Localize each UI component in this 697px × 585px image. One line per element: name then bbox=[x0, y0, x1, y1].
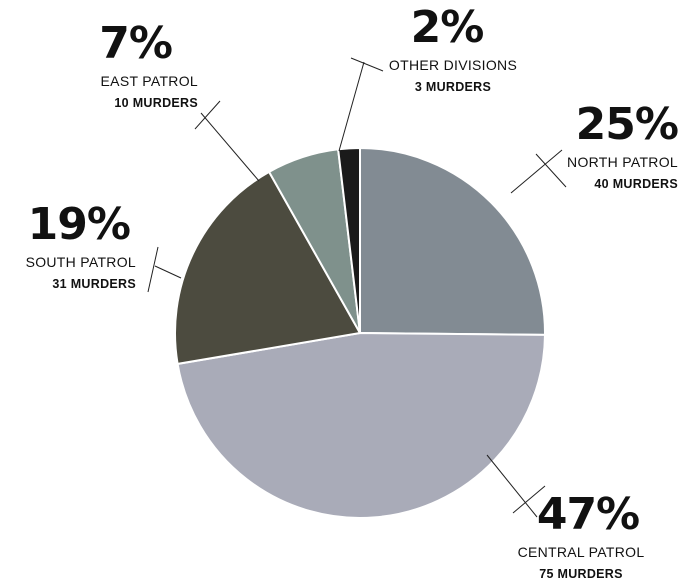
count-label: 10 MURDERS bbox=[114, 96, 198, 110]
slice-name: OTHER DIVISIONS bbox=[388, 57, 518, 73]
label-central-patrol: 47% CENTRAL PATROL 75 MURDERS bbox=[490, 493, 672, 581]
pie-slice-other-divisions bbox=[337, 146, 361, 334]
leader-line-other-divisions bbox=[338, 61, 365, 152]
leader-line-north-patrol bbox=[510, 149, 563, 194]
count-label: 40 MURDERS bbox=[594, 177, 678, 191]
label-east-patrol: 7% EAST PATROL 10 MURDERS bbox=[78, 22, 198, 110]
leader-tick-north-patrol bbox=[535, 153, 567, 188]
slice-name: EAST PATROL bbox=[100, 73, 198, 89]
leader-line-south-patrol bbox=[154, 265, 182, 279]
leader-tick-central-patrol bbox=[512, 485, 546, 514]
percent-label: 19% bbox=[27, 199, 131, 250]
slice-name: NORTH PATROL bbox=[567, 154, 678, 170]
percent-label: 25% bbox=[575, 99, 679, 150]
label-north-patrol: 25% NORTH PATROL 40 MURDERS bbox=[520, 99, 679, 191]
count-label: 75 MURDERS bbox=[539, 567, 623, 581]
count-label: 31 MURDERS bbox=[52, 277, 136, 291]
percent-label: 47% bbox=[536, 489, 640, 540]
leader-line-east-patrol bbox=[200, 112, 260, 182]
percent-label: 2% bbox=[410, 2, 485, 53]
leader-line-central-patrol bbox=[486, 454, 538, 518]
slice-name: SOUTH PATROL bbox=[25, 254, 136, 270]
slice-name: CENTRAL PATROL bbox=[517, 544, 645, 560]
leader-tick-south-patrol bbox=[147, 246, 159, 293]
count-label: 3 MURDERS bbox=[414, 80, 492, 94]
pie-slice-central-patrol bbox=[176, 331, 547, 519]
pie-slice-north-patrol bbox=[359, 146, 546, 336]
leader-tick-east-patrol bbox=[194, 100, 221, 130]
pie-slice-south-patrol bbox=[174, 170, 362, 366]
leader-tick-other-divisions bbox=[350, 57, 384, 72]
label-south-patrol: 19% SOUTH PATROL 31 MURDERS bbox=[8, 203, 136, 291]
percent-label: 7% bbox=[99, 18, 173, 69]
label-other-divisions: 2% OTHER DIVISIONS 3 MURDERS bbox=[378, 6, 528, 94]
